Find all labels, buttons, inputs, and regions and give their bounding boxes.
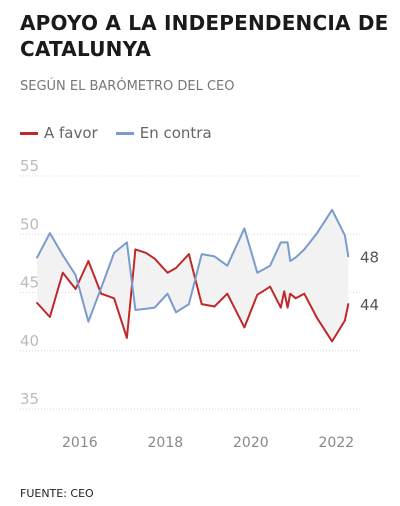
legend-item-en-contra: En contra [115, 124, 212, 142]
grid [20, 175, 362, 410]
legend: A favor En contra [20, 124, 230, 142]
chart-title: APOYO A LA INDEPENDENCIA DE CATALUNYA [20, 11, 389, 61]
chart-subtitle: SEGÚN EL BARÓMETRO DEL CEO [20, 79, 235, 94]
end-label-en-contra: 48 [360, 248, 379, 266]
y-tick-label-40: 40 [20, 332, 39, 350]
end-label-a-favor: 44 [360, 296, 379, 314]
y-tick-label-50: 50 [20, 215, 39, 233]
series-line-a-favor [36, 248, 350, 343]
tick-labels: 55 50 45 40 35 2016 2018 2020 2022 44 48 [20, 157, 379, 451]
x-tick-label-2020: 2020 [233, 435, 269, 451]
legend-swatch-a-favor [20, 131, 38, 135]
y-tick-label-55: 55 [20, 157, 39, 175]
x-tick-label-2022: 2022 [319, 435, 355, 451]
y-tick-label-35: 35 [20, 390, 39, 408]
legend-item-a-favor: A favor [20, 124, 98, 142]
source-note: FUENTE: CEO [20, 487, 94, 500]
series-lines [36, 208, 350, 343]
gap-band-area [37, 209, 349, 342]
x-tick-label-2016: 2016 [62, 435, 98, 451]
series-line-en-contra [36, 208, 350, 323]
x-tick-label-2018: 2018 [148, 435, 184, 451]
legend-label-a-favor: A favor [44, 124, 98, 142]
legend-swatch-en-contra [115, 131, 134, 135]
gap-band [37, 209, 349, 342]
legend-label-en-contra: En contra [139, 124, 212, 142]
y-tick-label-45: 45 [20, 274, 39, 292]
